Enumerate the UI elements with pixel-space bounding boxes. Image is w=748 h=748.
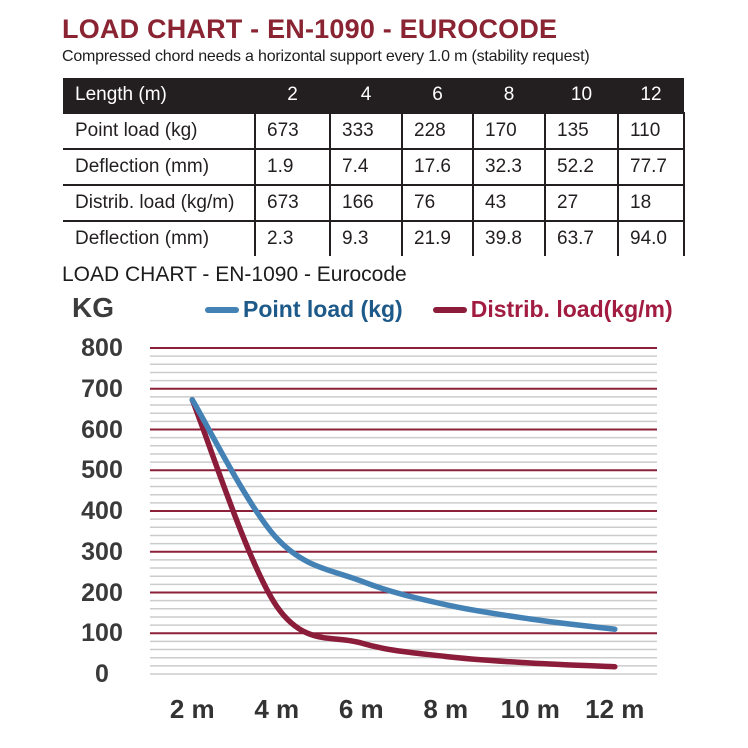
y-tick-label: 200 <box>81 578 123 607</box>
point-load-curve <box>189 397 618 632</box>
table-cell: 76 <box>401 184 473 221</box>
table-header-label: Length (m) <box>63 78 255 113</box>
row-label: Distrib. load (kg/m) <box>63 184 255 221</box>
load-table: Length (m) 2 4 6 8 10 12 Point load (kg) 673 333… <box>63 78 685 256</box>
table-cell: 43 <box>472 184 545 221</box>
table-header-length-8: 8 <box>473 78 545 113</box>
point-load-line-swatch <box>205 306 239 313</box>
x-tick-label: 10 m <box>500 694 560 724</box>
table-header-length-10: 10 <box>545 78 618 113</box>
table-cell: 94.0 <box>617 220 685 256</box>
table-cell: 77.7 <box>617 148 685 185</box>
table-cell: 333 <box>329 112 402 149</box>
table-cell: 52.2 <box>544 148 618 185</box>
table-cell: 170 <box>472 112 545 149</box>
table-cell: 2.3 <box>254 220 330 256</box>
y-axis-title: KG <box>72 292 114 323</box>
table-cell: 18 <box>617 184 685 221</box>
y-tick-label: 400 <box>81 497 123 525</box>
chart-title: LOAD CHART - EN-1090 - Eurocode <box>62 263 407 286</box>
table-cell: 17.6 <box>401 148 473 185</box>
table-row: Deflection (mm) 2.3 9.3 21.9 39.8 63.7 94.0 <box>63 220 685 256</box>
y-tick-label: 100 <box>81 619 123 648</box>
y-tick-label: 0 <box>95 660 109 688</box>
y-tick-label: 800 <box>81 334 123 362</box>
y-tick-label: 300 <box>81 537 123 566</box>
load-table-header: Length (m) 2 4 6 8 10 12 <box>63 78 684 113</box>
distrib-load-curve <box>189 397 618 670</box>
table-header-length-12: 12 <box>618 78 684 113</box>
x-tick-label: 4 m <box>254 694 300 724</box>
table-cell: 673 <box>254 184 330 221</box>
table-cell: 135 <box>544 112 618 149</box>
table-cell: 166 <box>329 184 402 221</box>
table-cell: 7.4 <box>329 148 402 185</box>
table-cell: 9.3 <box>329 220 402 256</box>
table-header-length-4: 4 <box>330 78 402 113</box>
x-tick-label: 6 m <box>338 694 384 724</box>
table-cell: 1.9 <box>254 148 330 185</box>
table-row: Deflection (mm) 1.9 7.4 17.6 32.3 52.2 77.7 <box>63 148 685 185</box>
table-row: Point load (kg) 673 333 228 170 135 110 <box>63 112 685 149</box>
distrib-load-line-swatch <box>432 306 467 313</box>
table-cell: 39.8 <box>472 220 545 256</box>
point-load-legend-label: Point load (kg) <box>243 296 403 322</box>
y-tick-label: 600 <box>81 415 123 444</box>
chart-legend: Point load (kg) Distrib. load(kg/m) <box>205 296 673 323</box>
x-tick-label: 2 m <box>169 694 215 724</box>
table-cell: 32.3 <box>472 148 545 185</box>
table-cell: 673 <box>254 112 330 149</box>
x-tick-label: 12 m <box>585 694 645 724</box>
distrib-load-legend-label: Distrib. load(kg/m) <box>470 296 673 322</box>
table-header-length-6: 6 <box>402 78 473 113</box>
y-tick-label: 500 <box>81 456 123 485</box>
y-tick-label: 700 <box>81 374 123 403</box>
row-label: Point load (kg) <box>63 112 255 149</box>
table-header-row: Length (m) 2 4 6 8 10 12 <box>63 78 684 113</box>
table-cell: 228 <box>401 112 473 149</box>
table-cell: 110 <box>617 112 685 149</box>
table-header-length-2: 2 <box>255 78 330 113</box>
x-tick-label: 8 m <box>423 694 469 724</box>
table-cell: 21.9 <box>401 220 473 256</box>
page-subtitle: Compressed chord needs a horizontal supp… <box>62 48 590 65</box>
row-label: Deflection (mm) <box>63 148 255 185</box>
row-label: Deflection (mm) <box>63 220 255 256</box>
table-cell: 63.7 <box>544 220 618 256</box>
page-title: LOAD CHART - EN-1090 - EUROCODE <box>62 14 558 44</box>
table-cell: 27 <box>544 184 618 221</box>
table-row: Distrib. load (kg/m) 673 166 76 43 27 18 <box>63 184 685 221</box>
load-table-body: Point load (kg) 673 333 228 170 135 110 Deflect… <box>63 112 685 256</box>
